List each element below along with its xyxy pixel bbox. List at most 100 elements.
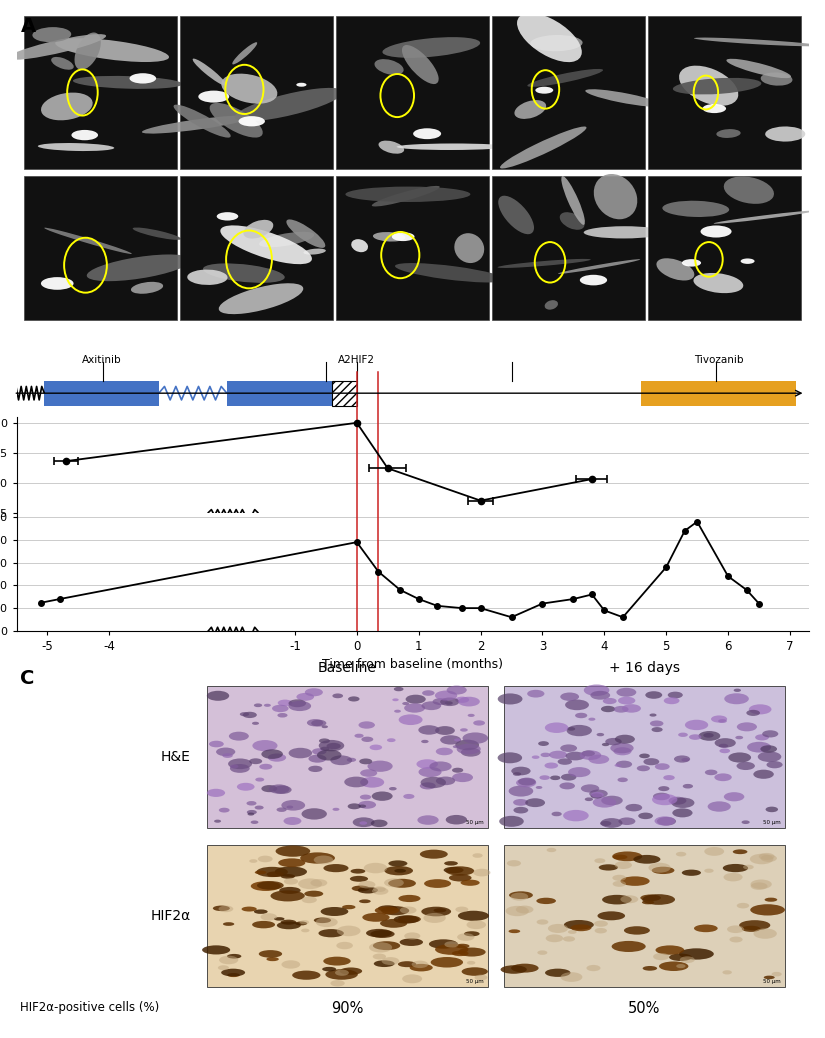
- Ellipse shape: [676, 852, 686, 856]
- Ellipse shape: [32, 27, 71, 43]
- Ellipse shape: [412, 960, 428, 968]
- Ellipse shape: [247, 801, 257, 805]
- Ellipse shape: [74, 32, 101, 70]
- Ellipse shape: [284, 878, 298, 884]
- Bar: [206, 845, 488, 987]
- Ellipse shape: [766, 807, 778, 812]
- Ellipse shape: [255, 871, 266, 874]
- Ellipse shape: [257, 855, 272, 863]
- Ellipse shape: [649, 713, 657, 716]
- Ellipse shape: [399, 938, 423, 946]
- Ellipse shape: [227, 973, 240, 977]
- Ellipse shape: [452, 772, 473, 782]
- Ellipse shape: [716, 129, 741, 138]
- Ellipse shape: [657, 258, 695, 280]
- Ellipse shape: [454, 738, 461, 741]
- Ellipse shape: [719, 748, 730, 754]
- Ellipse shape: [316, 918, 337, 927]
- Ellipse shape: [614, 747, 632, 756]
- Ellipse shape: [420, 850, 448, 858]
- Ellipse shape: [545, 968, 571, 977]
- Ellipse shape: [219, 808, 229, 813]
- Ellipse shape: [616, 688, 636, 696]
- Ellipse shape: [637, 765, 650, 771]
- Ellipse shape: [659, 961, 688, 971]
- Bar: [642, 381, 796, 406]
- Ellipse shape: [703, 733, 714, 738]
- Ellipse shape: [374, 960, 394, 967]
- Ellipse shape: [568, 767, 591, 777]
- Bar: [648, 175, 800, 320]
- Ellipse shape: [643, 966, 658, 971]
- Ellipse shape: [317, 749, 342, 761]
- Text: 50%: 50%: [628, 1002, 660, 1016]
- Ellipse shape: [432, 699, 448, 705]
- Ellipse shape: [567, 727, 575, 731]
- Ellipse shape: [585, 797, 593, 801]
- Ellipse shape: [289, 701, 311, 711]
- Ellipse shape: [654, 816, 675, 825]
- Ellipse shape: [131, 282, 163, 294]
- Ellipse shape: [705, 847, 724, 856]
- Ellipse shape: [614, 706, 629, 713]
- Ellipse shape: [513, 772, 521, 775]
- Ellipse shape: [544, 722, 568, 733]
- Ellipse shape: [382, 957, 399, 965]
- Ellipse shape: [672, 809, 692, 817]
- Ellipse shape: [616, 761, 632, 768]
- Ellipse shape: [653, 953, 669, 960]
- Ellipse shape: [207, 690, 229, 701]
- Ellipse shape: [259, 764, 272, 769]
- Ellipse shape: [561, 176, 585, 225]
- Ellipse shape: [219, 956, 238, 964]
- Ellipse shape: [512, 767, 530, 775]
- Ellipse shape: [219, 905, 233, 912]
- Ellipse shape: [360, 776, 384, 788]
- Ellipse shape: [378, 905, 398, 911]
- Ellipse shape: [72, 130, 98, 140]
- Ellipse shape: [335, 969, 349, 976]
- Ellipse shape: [456, 743, 481, 755]
- Ellipse shape: [591, 793, 602, 798]
- Ellipse shape: [640, 895, 661, 901]
- Ellipse shape: [679, 65, 738, 106]
- Ellipse shape: [359, 899, 370, 903]
- Ellipse shape: [249, 859, 257, 863]
- Ellipse shape: [652, 867, 674, 874]
- Ellipse shape: [513, 807, 528, 814]
- Ellipse shape: [262, 749, 283, 759]
- Ellipse shape: [449, 874, 472, 881]
- Ellipse shape: [669, 954, 692, 961]
- Ellipse shape: [301, 929, 309, 932]
- Ellipse shape: [296, 83, 307, 87]
- Ellipse shape: [551, 812, 562, 816]
- Ellipse shape: [747, 710, 760, 716]
- Ellipse shape: [421, 740, 429, 743]
- Ellipse shape: [565, 700, 589, 710]
- Ellipse shape: [298, 878, 322, 890]
- Ellipse shape: [613, 881, 626, 886]
- Ellipse shape: [325, 969, 358, 980]
- Ellipse shape: [705, 869, 714, 873]
- Ellipse shape: [729, 936, 742, 943]
- Ellipse shape: [537, 951, 547, 955]
- Ellipse shape: [417, 815, 439, 825]
- Ellipse shape: [547, 848, 556, 852]
- Ellipse shape: [726, 59, 791, 78]
- Bar: [25, 175, 177, 320]
- Ellipse shape: [275, 867, 307, 877]
- Ellipse shape: [558, 759, 572, 765]
- Text: H&E: H&E: [161, 749, 191, 764]
- Ellipse shape: [544, 300, 558, 309]
- Ellipse shape: [304, 248, 326, 254]
- Ellipse shape: [544, 763, 558, 768]
- Ellipse shape: [596, 733, 604, 736]
- Ellipse shape: [650, 720, 663, 727]
- Ellipse shape: [361, 737, 373, 742]
- Ellipse shape: [130, 74, 156, 83]
- Ellipse shape: [286, 805, 293, 809]
- Ellipse shape: [87, 254, 191, 281]
- Ellipse shape: [389, 787, 397, 790]
- Ellipse shape: [601, 796, 623, 805]
- Ellipse shape: [361, 769, 377, 776]
